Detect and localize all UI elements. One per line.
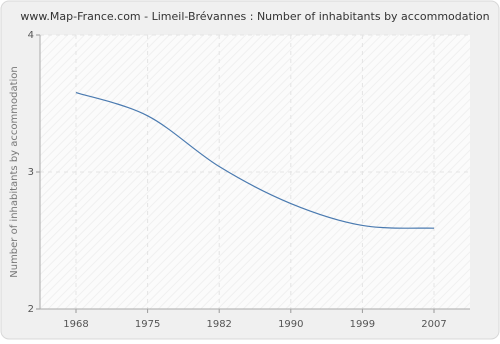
x-tick-label: 1990 <box>278 319 303 330</box>
x-tick-label: 2007 <box>421 319 446 330</box>
x-tick-label: 1975 <box>135 319 160 330</box>
chart-title: www.Map-France.com - Limeil-Brévannes : … <box>20 10 489 23</box>
x-tick-label: 1999 <box>350 319 375 330</box>
data-line <box>75 91 435 229</box>
x-tick-label: 1982 <box>206 319 231 330</box>
y-axis-label: Number of inhabitants by accommodation <box>9 66 20 278</box>
plot-area <box>40 35 470 309</box>
x-tick-label: 1968 <box>63 319 88 330</box>
y-tick-label: 2 <box>28 304 34 315</box>
y-tick-label: 4 <box>28 30 34 41</box>
y-tick-label: 3 <box>28 167 34 178</box>
